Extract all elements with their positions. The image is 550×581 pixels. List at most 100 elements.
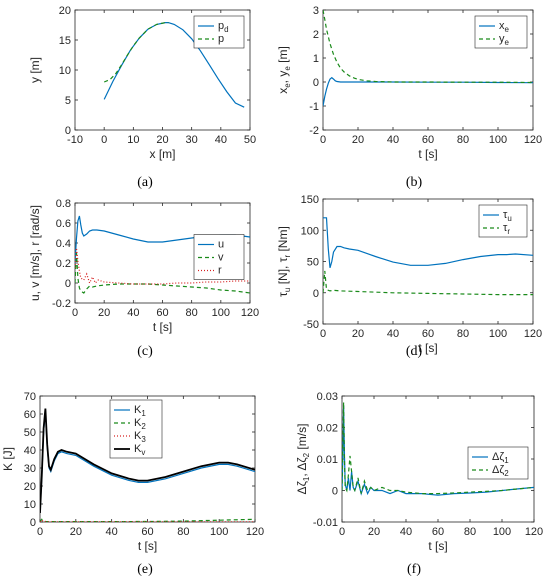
xtick-label: 60 <box>432 526 444 538</box>
xtick-label: 120 <box>246 526 264 538</box>
ytick-label: 5 <box>65 95 71 107</box>
xtick-label: 0 <box>320 134 326 146</box>
xtick-label: 100 <box>489 328 507 340</box>
ytick-label: 0.02 <box>317 423 338 435</box>
series-line-Δζ2 <box>342 402 534 495</box>
x-axis-label: t [s] <box>138 539 157 553</box>
legend-label-v: v <box>218 252 224 264</box>
legend-c: uvr <box>193 234 245 280</box>
series-line-ye <box>323 10 533 84</box>
panel-c: 0 20 40 60 80 100 120-0.200.20.40.60.8t [s]u, … <box>28 198 259 359</box>
ytick-label: -50 <box>303 319 319 331</box>
xtick-label: 20 <box>352 134 364 146</box>
xtick-label: 80 <box>186 307 198 319</box>
ytick-label: 150 <box>301 194 319 206</box>
xtick-label: 80 <box>464 526 476 538</box>
legend-box <box>193 234 245 280</box>
ytick-label: 0 <box>30 517 36 529</box>
ytick-label: 10 <box>59 65 71 77</box>
ytick-label: 0.6 <box>56 218 71 230</box>
legend-label-τr: τr <box>503 222 510 236</box>
xtick-label: 40 <box>387 134 399 146</box>
series-line-Δζ1 <box>342 405 534 496</box>
ytick-label: 0.2 <box>56 258 71 270</box>
xtick-label: 20 <box>368 526 380 538</box>
ytick-label: 30 <box>24 463 36 475</box>
xtick-label: 40 <box>127 307 139 319</box>
ytick-label: 0.4 <box>56 238 71 250</box>
xtick-label: 20 <box>70 526 82 538</box>
y-axis-label: u, v [m/s], r [rad/s] <box>28 205 42 301</box>
legend-box <box>474 15 528 49</box>
ytick-label: 20 <box>59 5 71 17</box>
legend-label-u: u <box>218 239 224 251</box>
ytick-label: 0.01 <box>317 454 338 466</box>
panel-caption: (a) <box>137 175 153 190</box>
xtick-label: 80 <box>177 526 189 538</box>
xtick-label: 120 <box>524 328 542 340</box>
ytick-label: 0.8 <box>56 198 71 210</box>
xtick-label: 0 <box>101 134 107 146</box>
ytick-label: -0.01 <box>313 517 338 529</box>
ytick-label: 100 <box>301 225 319 237</box>
series-line-τr <box>323 270 533 296</box>
xtick-label: 20 <box>156 134 168 146</box>
legend-label-Kv: Kv <box>134 443 145 457</box>
y-axis-label: K [J] <box>1 447 15 471</box>
legend-a: pdp <box>193 15 245 49</box>
ytick-label: 20 <box>24 481 36 493</box>
x-axis-label: t [s] <box>418 147 437 161</box>
xtick-label: 0 <box>339 526 345 538</box>
ytick-label: 0 <box>313 288 319 300</box>
xtick-label: 80 <box>457 134 469 146</box>
ytick-label: -1 <box>309 101 319 113</box>
xtick-label: 0 <box>72 307 78 319</box>
xtick-label: 100 <box>212 307 230 319</box>
xtick-label: 120 <box>525 526 543 538</box>
xtick-label: 40 <box>215 134 227 146</box>
legend-label-ye: ye <box>499 33 510 47</box>
panel-b: 0 20 40 60 80 100 120 -2 -1 0 1 2 3 t [s] xe, ye [m] xe… <box>276 5 542 190</box>
y-axis-label: τu [N], τr [Nm] <box>276 226 292 297</box>
y-axis-label: xe, ye [m] <box>276 46 292 94</box>
xtick-label: 20 <box>98 307 110 319</box>
ytick-label: 2 <box>313 29 319 41</box>
series-line-K3 <box>40 519 255 522</box>
panel-caption: (b) <box>406 175 423 190</box>
xtick-label: 60 <box>422 134 434 146</box>
xtick-label: 10 <box>127 134 139 146</box>
xtick-label: 80 <box>457 328 469 340</box>
ytick-label: 40 <box>24 445 36 457</box>
legend-label-r: r <box>218 265 222 277</box>
xtick-label: 100 <box>210 526 228 538</box>
series-line-r <box>75 247 250 285</box>
xtick-label: 120 <box>241 307 259 319</box>
series-line-v <box>75 252 250 294</box>
ytick-label: 1 <box>313 53 319 65</box>
x-axis-label: t [s] <box>153 320 172 334</box>
panel-caption: (f) <box>407 562 421 577</box>
xtick-label: 40 <box>387 328 399 340</box>
legend-label-xe: xe <box>499 20 510 34</box>
ytick-label: 3 <box>313 5 319 17</box>
legend-box <box>467 446 529 480</box>
xtick-label: 40 <box>106 526 118 538</box>
series-line-τu <box>323 217 533 268</box>
legend-box <box>478 204 528 238</box>
legend-box <box>193 15 245 49</box>
ytick-label: 0 <box>332 486 338 498</box>
xtick-label: 0 <box>37 526 43 538</box>
xtick-label: 120 <box>524 134 542 146</box>
ytick-label: -0.2 <box>52 298 71 310</box>
ytick-label: 15 <box>59 35 71 47</box>
legend-label-p: p <box>218 33 224 45</box>
ytick-label: 50 <box>24 427 36 439</box>
xtick-label: 60 <box>422 328 434 340</box>
